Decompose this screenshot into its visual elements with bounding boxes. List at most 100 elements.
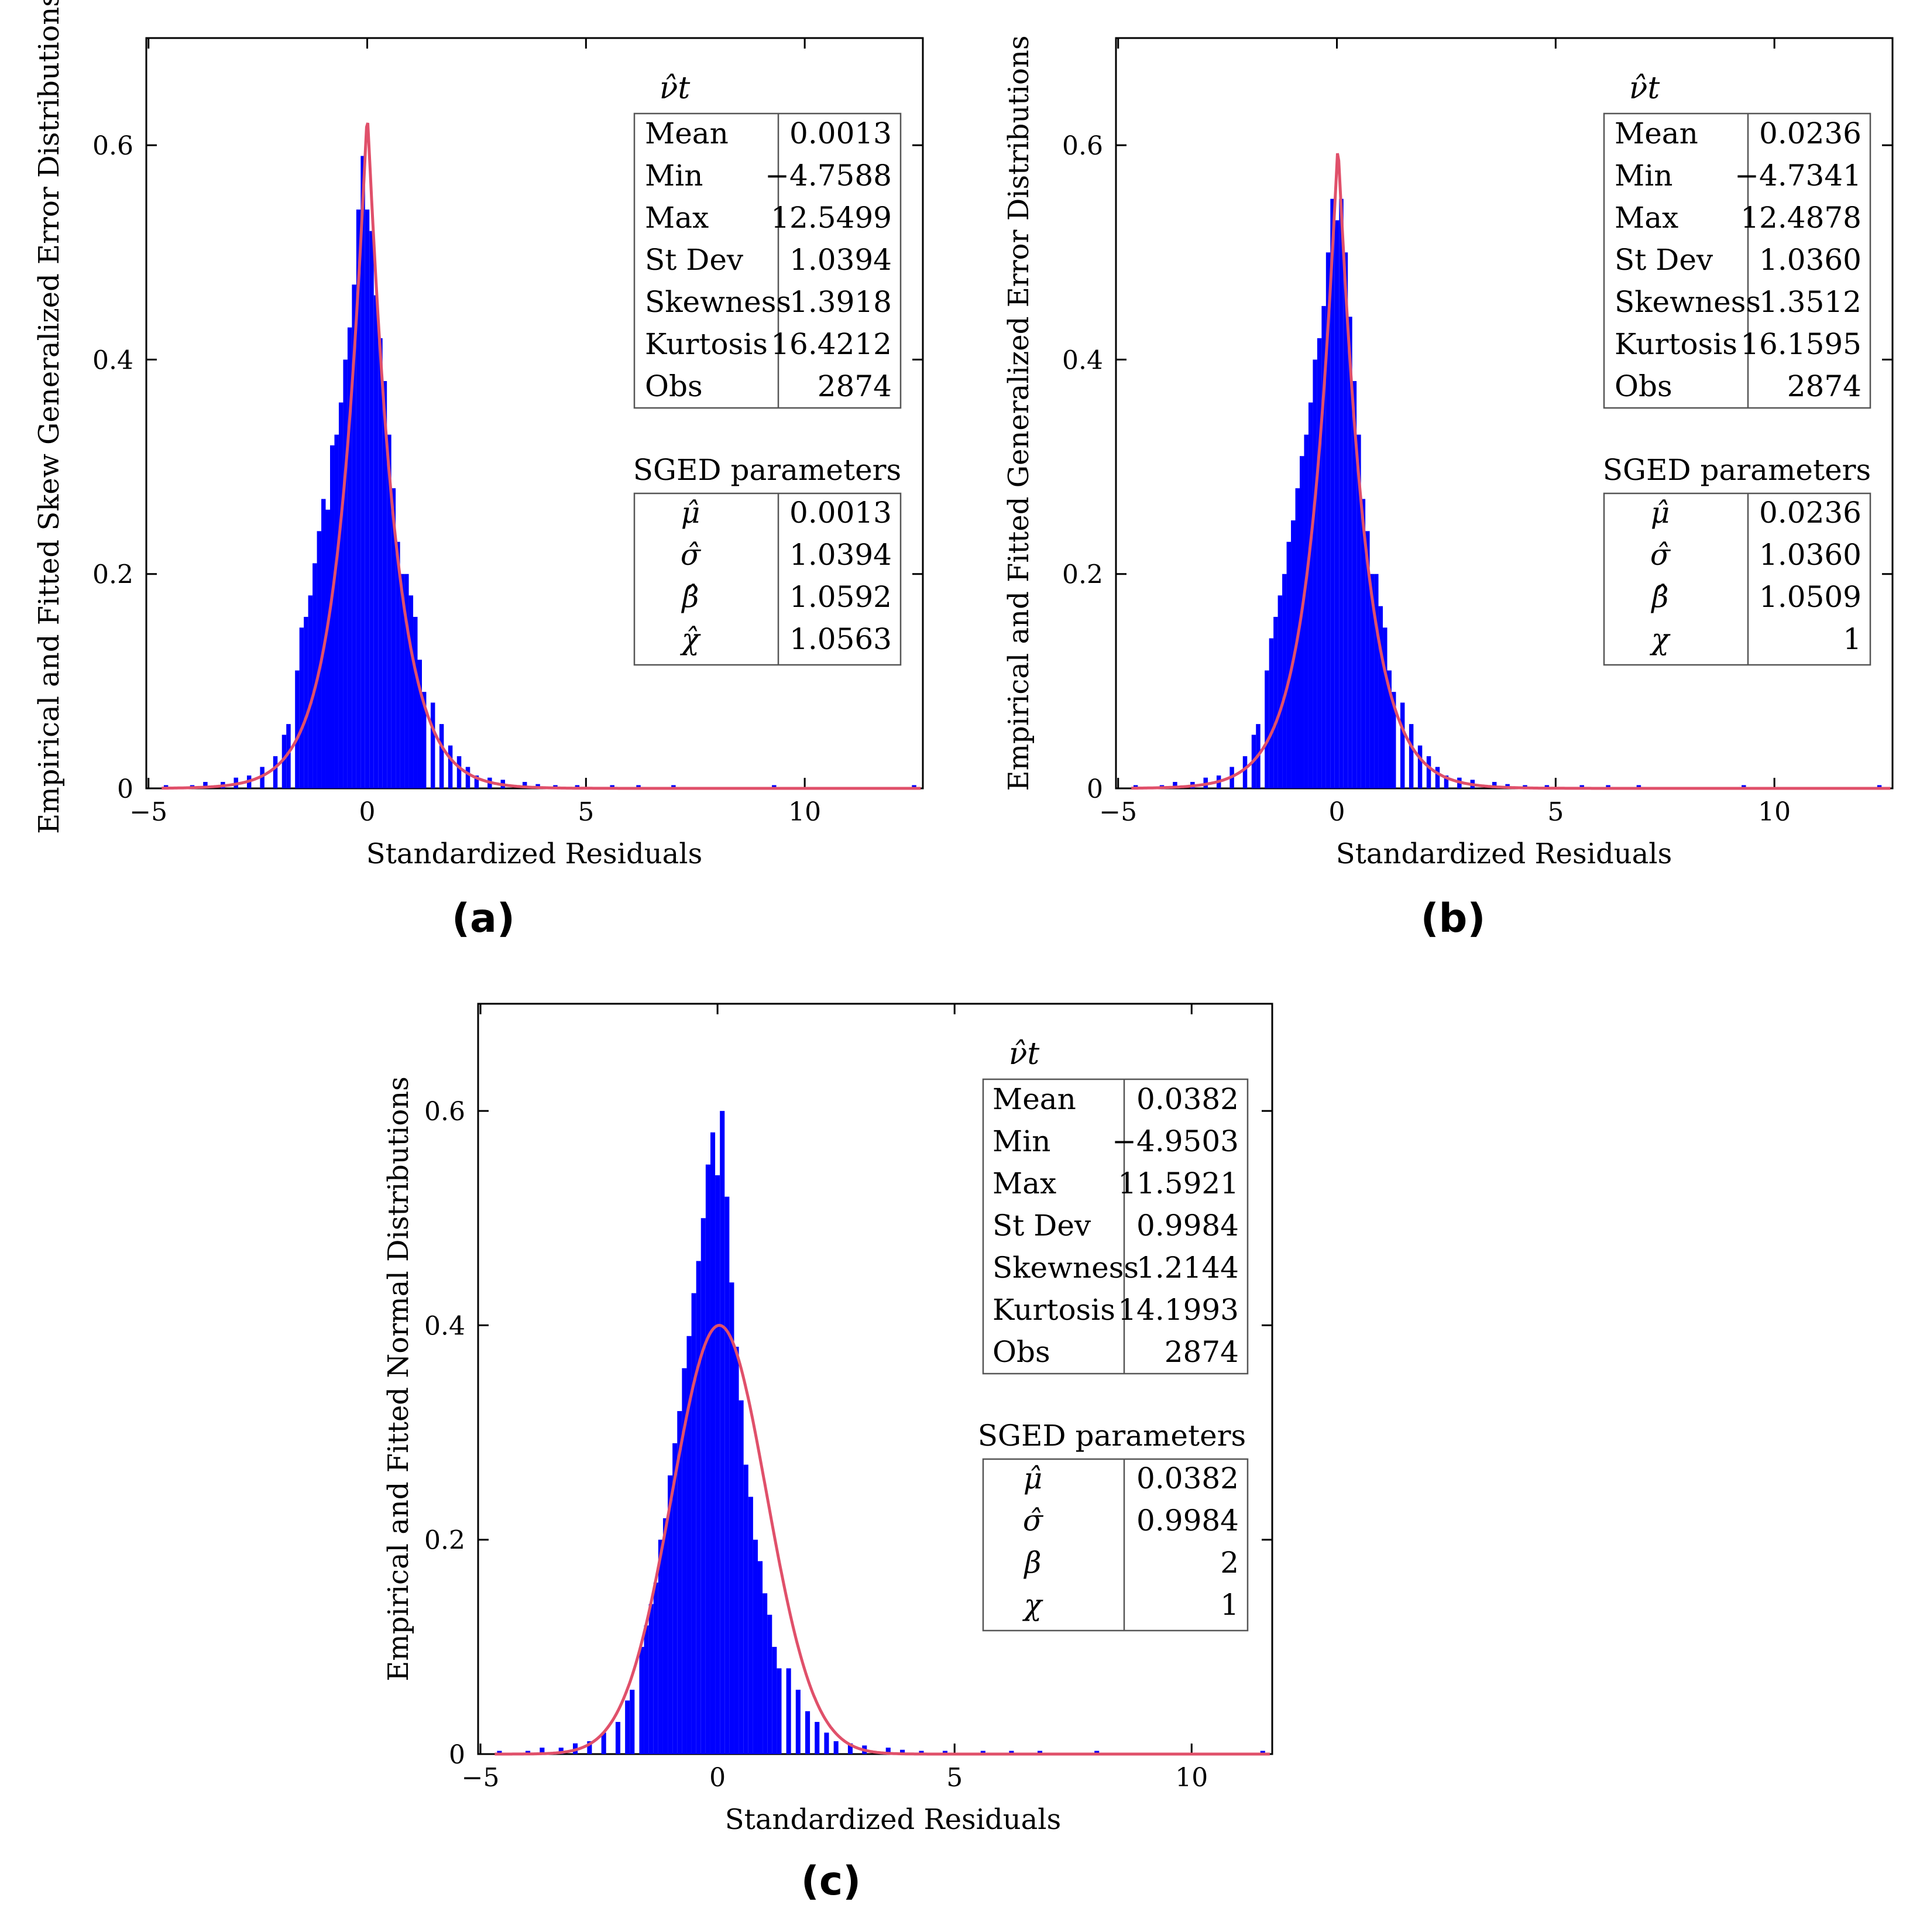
y-axis-label-b: Empirical and Fitted Generalized Error D…: [1002, 35, 1035, 791]
histogram-bar: [400, 574, 405, 788]
panel-label-b: (b): [1421, 895, 1486, 942]
param-symbol: β̂: [681, 580, 699, 614]
stat-value: 2874: [1787, 369, 1862, 403]
histogram-bar: [885, 1748, 891, 1754]
histogram-bar: [753, 1539, 758, 1754]
param-value: 0.0382: [1136, 1461, 1239, 1495]
stat-value: 2874: [1165, 1335, 1239, 1369]
histogram-bar: [815, 1722, 820, 1754]
histogram-bar: [1361, 499, 1366, 788]
histogram-bar: [1426, 756, 1431, 788]
stat-value: 0.0236: [1759, 116, 1862, 150]
stats-box-a: [633, 112, 902, 409]
param-symbol: μ̂: [1024, 1461, 1043, 1495]
param-value: 1.0563: [789, 622, 892, 656]
x-tick-label: 10: [1175, 1763, 1208, 1793]
histogram-bar: [456, 756, 462, 788]
histogram-bar: [1444, 775, 1449, 788]
histogram-bar: [404, 574, 409, 788]
stat-label: Skewness: [645, 285, 791, 319]
histogram-bar: [772, 785, 777, 788]
histogram-bar: [724, 1196, 730, 1754]
x-tick-label: 10: [1758, 797, 1791, 827]
histogram-bar: [522, 782, 527, 788]
histogram-bar: [1435, 767, 1440, 788]
histogram-bar: [805, 1711, 810, 1754]
histogram-bar: [662, 1518, 668, 1754]
histogram-bar: [1321, 306, 1326, 788]
histogram-bar: [1334, 220, 1340, 788]
histogram-bar: [682, 1368, 687, 1754]
x-tick-label: −5: [1099, 797, 1137, 827]
fitted-density-line: [1131, 153, 1891, 790]
params-box-c: [982, 1458, 1249, 1632]
stat-label: Mean: [992, 1082, 1076, 1116]
panel-label-c: (c): [801, 1858, 861, 1904]
stats-table-b: ν̂t Mean 0.0236 Min −4.7341 Max 12.4878 …: [1603, 71, 1871, 409]
fitted-curve-c: [494, 1323, 1270, 1756]
stat-label: Obs: [1615, 369, 1672, 403]
param-value: 1.0360: [1759, 538, 1862, 572]
histogram-bar: [980, 1751, 985, 1754]
histogram-bar: [421, 692, 427, 788]
histogram-bar: [668, 1475, 673, 1754]
stat-label: Kurtosis: [1615, 327, 1737, 361]
histogram-bar: [329, 445, 335, 788]
fitted-density-line: [162, 122, 921, 790]
histogram-bar: [700, 1218, 706, 1754]
stat-label: Mean: [1615, 116, 1698, 150]
histogram-bar: [748, 1497, 753, 1754]
histogram-bar: [672, 1443, 678, 1754]
histogram-bar: [360, 156, 365, 788]
param-value: 1.0592: [789, 580, 892, 614]
param-symbol: σ̂: [681, 538, 702, 572]
histogram-bar: [1348, 317, 1352, 788]
stat-label: Max: [1615, 201, 1678, 235]
histogram-bars-b: [1133, 198, 1882, 788]
histogram-bar: [378, 338, 383, 788]
x-axis-label-a: Standardized Residuals: [366, 838, 703, 870]
params-table-c: SGED parameters μ̂ 0.0382 σ̂ 0.9984 β 2 …: [978, 1419, 1249, 1632]
histogram-bar: [833, 1741, 839, 1754]
fitted-density-line: [494, 1323, 1270, 1756]
histogram-bar: [413, 616, 418, 788]
stat-value: 1.3918: [789, 285, 892, 319]
stat-label: Min: [1615, 159, 1672, 193]
histogram-bar: [1273, 616, 1278, 788]
histogram-bar: [1369, 574, 1375, 788]
x-tick-label: −5: [462, 1763, 500, 1793]
y-tick-label: 0: [449, 1740, 465, 1770]
histogram-bar: [382, 381, 387, 788]
histogram-bar: [648, 1604, 654, 1754]
y-axis-label-a: Empirical and Fitted Skew Generalized Er…: [33, 0, 66, 834]
histogram-bar: [448, 745, 453, 788]
stat-label: Min: [645, 159, 703, 193]
histogram-bar: [1269, 638, 1274, 788]
stat-value: −4.9503: [1112, 1124, 1239, 1158]
stat-label: Max: [645, 201, 709, 235]
panel-label-a: (a): [452, 895, 515, 942]
histogram-bar: [347, 327, 352, 788]
histogram-bar: [942, 1751, 948, 1754]
histogram-bar: [474, 775, 479, 788]
x-tick-label: 10: [788, 797, 821, 827]
histogram-bar: [1391, 692, 1396, 788]
histogram-bar: [1343, 252, 1348, 788]
histogram-bar: [260, 767, 265, 788]
x-tick-label: 0: [1329, 797, 1345, 827]
histogram-bar: [739, 1400, 744, 1754]
param-symbol: χ: [1650, 622, 1671, 656]
params-table-a: SGED parameters μ̂ 0.0013 σ̂ 1.0394 β̂ 1…: [633, 453, 902, 666]
histogram-bar: [720, 1111, 725, 1754]
params-box-a: [633, 492, 902, 666]
histogram-bar: [696, 1261, 701, 1754]
stat-value: 0.0382: [1136, 1082, 1239, 1116]
params-title-b: SGED parameters: [1603, 453, 1871, 487]
stat-value: 16.1595: [1740, 327, 1862, 361]
histogram-bar: [767, 1614, 772, 1754]
histogram-bar: [734, 1347, 739, 1754]
histogram-bar: [729, 1282, 734, 1754]
